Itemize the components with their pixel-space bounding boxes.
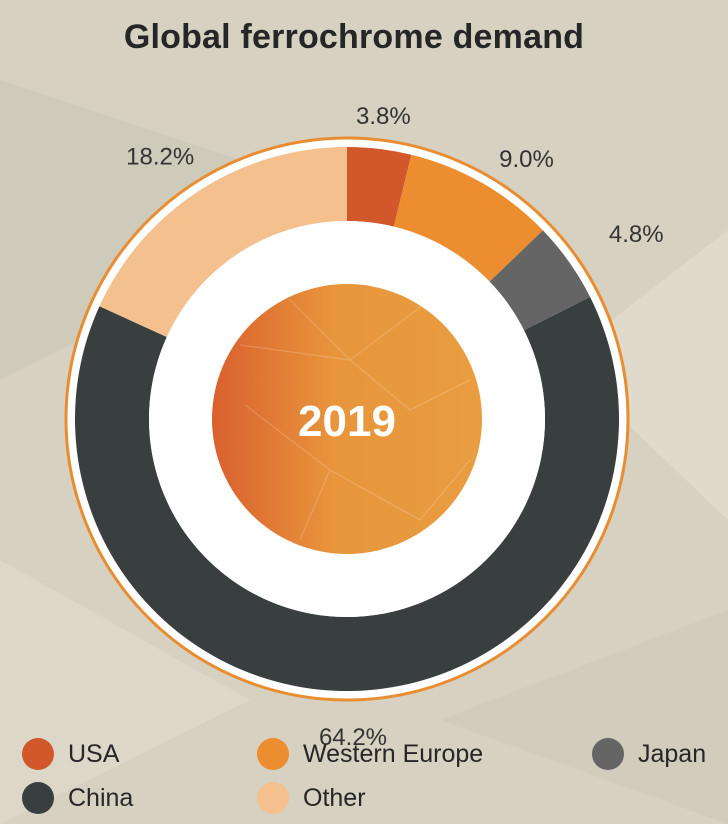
legend-label-china: China bbox=[68, 783, 134, 812]
legend-item-japan: Japan bbox=[592, 738, 706, 770]
legend-label-western-europe: Western Europe bbox=[303, 739, 484, 768]
data-label-china: 64.2% bbox=[319, 724, 387, 751]
legend-item-western-europe: Western Europe bbox=[257, 738, 483, 770]
legend-label-usa: USA bbox=[68, 739, 120, 768]
data-label-japan: 4.8% bbox=[609, 221, 664, 248]
legend-swatch-other bbox=[257, 782, 289, 814]
legend-label-japan: Japan bbox=[638, 739, 707, 768]
slice-japan bbox=[489, 230, 591, 331]
legend-swatch-usa bbox=[22, 738, 54, 770]
legend-swatch-china bbox=[22, 782, 54, 814]
legend-swatch-western-europe bbox=[257, 738, 289, 770]
center-facets bbox=[239, 299, 471, 541]
data-label-western-europe: 9.0% bbox=[499, 146, 554, 173]
slice-china bbox=[75, 297, 620, 691]
chart-title: Global ferrochrome demand bbox=[123, 18, 585, 56]
data-label-other: 18.2% bbox=[126, 144, 194, 171]
center-disc bbox=[212, 284, 482, 554]
legend-item-usa: USA bbox=[22, 738, 119, 770]
slice-western-europe bbox=[393, 154, 543, 282]
legend-swatch-japan bbox=[592, 738, 624, 770]
slice-other bbox=[99, 147, 348, 337]
center-year-label: 2019 bbox=[298, 397, 396, 446]
legend-item-other: Other bbox=[257, 782, 366, 814]
legend-item-china: China bbox=[22, 782, 133, 814]
legend-label-other: Other bbox=[303, 783, 366, 812]
data-label-usa: 3.8% bbox=[356, 103, 411, 130]
slice-usa bbox=[347, 147, 412, 227]
